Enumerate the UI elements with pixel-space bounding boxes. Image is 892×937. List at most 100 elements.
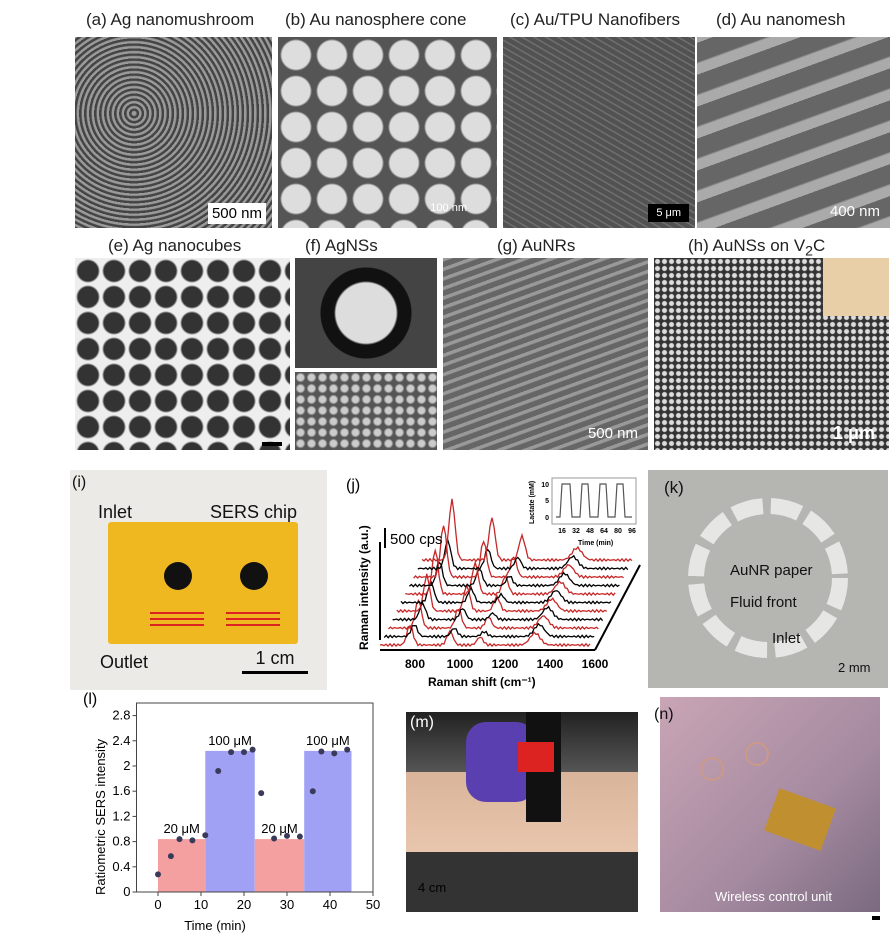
panel-label: (k) [664, 478, 684, 497]
panel-n-label: (n) [654, 706, 674, 723]
inset-ytick: 10 [541, 482, 549, 489]
scale-bar: 1 μm [832, 423, 875, 443]
x-tick-label: 40 [323, 897, 337, 912]
panel-e-image [75, 258, 290, 450]
panel-g-title: (g) AuNRs [497, 236, 576, 255]
panel-a-image: 500 nm [75, 37, 272, 228]
inlet-label: Inlet [772, 630, 801, 647]
panel-b-title: (b) Au nanosphere cone [285, 10, 467, 29]
y-axis-label: Raman intensity (a.u.) [357, 525, 371, 650]
y-tick-label: 0 [123, 884, 130, 899]
data-point [284, 832, 290, 839]
panel-d-image: 400 nm [697, 37, 890, 228]
x-tick: 1600 [582, 657, 609, 671]
band-label: 100 μM [208, 733, 252, 748]
inset-xtick: 96 [628, 528, 636, 535]
band-label: 100 μM [306, 733, 350, 748]
x-tick: 1000 [447, 657, 474, 671]
scale-bar [262, 442, 282, 446]
title-text-end: C [813, 236, 826, 255]
panel-c-title: (c) Au/TPU Nanofibers [510, 10, 681, 29]
band-label: 20 μM [261, 821, 297, 836]
inset-xlabel: Time (min) [578, 540, 613, 547]
y-tick-label: 0.8 [112, 834, 130, 849]
aunr-paper-label: AuNR paper [730, 562, 813, 579]
inlet-label: Inlet [98, 502, 133, 522]
caption: Wireless control unit [715, 889, 833, 904]
panel-f-title: (f) AgNSs [305, 236, 378, 255]
scale-bar: 1 cm [242, 648, 308, 674]
inset-xtick: 80 [614, 528, 622, 535]
panel-j-chart: 500 cps (j) Raman intensity (a.u.) Raman… [346, 477, 641, 689]
outlet-label: Outlet [100, 652, 149, 672]
panel-c-image: 5 μm [503, 37, 695, 228]
panel-h-title: (h) AuNSs on V2C [688, 236, 825, 259]
inset-chart: Lactate (mM) 16 32 48 64 80 96 Time (min… [529, 477, 637, 547]
data-point [228, 749, 235, 756]
panel-b-image: 100 nm [278, 37, 497, 228]
panel-n-image: Wireless control unit [660, 697, 880, 912]
concentration-band [205, 750, 255, 892]
concentration-band [158, 839, 206, 892]
panel-a-title: (a) Ag nanomushroom [86, 10, 255, 29]
spectrum-line [421, 498, 633, 563]
fluid-front-label: Fluid front [730, 594, 797, 611]
data-point [215, 768, 222, 775]
data-point [167, 853, 174, 860]
inset-ylabel: Lactate (mM) [529, 481, 536, 524]
scale-bar: 4 cm [418, 880, 447, 895]
x-axis-label: Raman shift (cm⁻¹) [428, 675, 536, 689]
panel-f-image-bottom [295, 372, 437, 450]
spectrum-line [413, 525, 624, 580]
y-tick-label: 2.4 [112, 733, 130, 748]
data-point [202, 832, 209, 839]
panel-label: (i) [72, 474, 87, 491]
x-axis-label: Time (min) [184, 918, 246, 933]
inset-photo [823, 258, 889, 316]
y-axis-label: Ratiometric SERS intensity [93, 738, 108, 895]
panel-k-image: (k) AuNR paper Fluid front Inlet 2 mm [648, 470, 888, 688]
scale-bar: 2 mm [838, 660, 871, 675]
inset-xtick: 64 [600, 528, 608, 535]
scalebar-label: 500 cps [390, 531, 443, 548]
panel-l-chart: (l) 20 μM 100 μM 20 μM 100 μM 0 10 20 30 40 50 0 0.… [83, 691, 380, 933]
data-point [309, 788, 316, 795]
x-tick: 1200 [492, 657, 519, 671]
x-tick-label: 10 [194, 897, 208, 912]
data-point [176, 836, 183, 843]
data-point [249, 746, 256, 753]
inset-xtick: 48 [586, 528, 594, 535]
y-tick-label: 1.6 [112, 783, 130, 798]
title-text: (h) AuNSs on V [688, 236, 806, 255]
data-point [331, 750, 338, 757]
panel-d-title: (d) Au nanomesh [716, 10, 846, 29]
scale-text: 1 cm [255, 648, 295, 668]
spectrum-line [379, 624, 591, 648]
plot-frame [136, 702, 374, 893]
chip-label: SERS chip [210, 502, 298, 522]
y-tick-label: 2 [123, 758, 130, 773]
spectrum-line [396, 573, 608, 614]
data-point [155, 871, 161, 878]
scale-bar: 5 μm [648, 204, 689, 222]
panel-label: (j) [346, 477, 360, 494]
x-tick-label: 50 [366, 897, 380, 912]
x-tick: 800 [405, 657, 425, 671]
scale-bar: 500 nm [587, 425, 638, 442]
scale-bar: 500 nm [207, 203, 266, 224]
x-tick: 1400 [537, 657, 564, 671]
scale-bar [872, 916, 880, 920]
data-point [344, 746, 351, 753]
panel-i-image: (i) Inlet SERS chip Outlet 1 cm [70, 470, 327, 690]
spectrum-line [392, 601, 604, 622]
inset-ytick: 5 [545, 498, 549, 505]
data-point [318, 748, 325, 755]
panel-f-image-top [295, 258, 437, 368]
spectrum-line [408, 561, 620, 588]
inset-ytick: 0 [545, 515, 549, 522]
y-tick-label: 2.8 [112, 708, 130, 723]
spectrum-line [387, 598, 599, 631]
scale-bar: 400 nm [829, 203, 880, 220]
spectrum-line [400, 580, 612, 605]
